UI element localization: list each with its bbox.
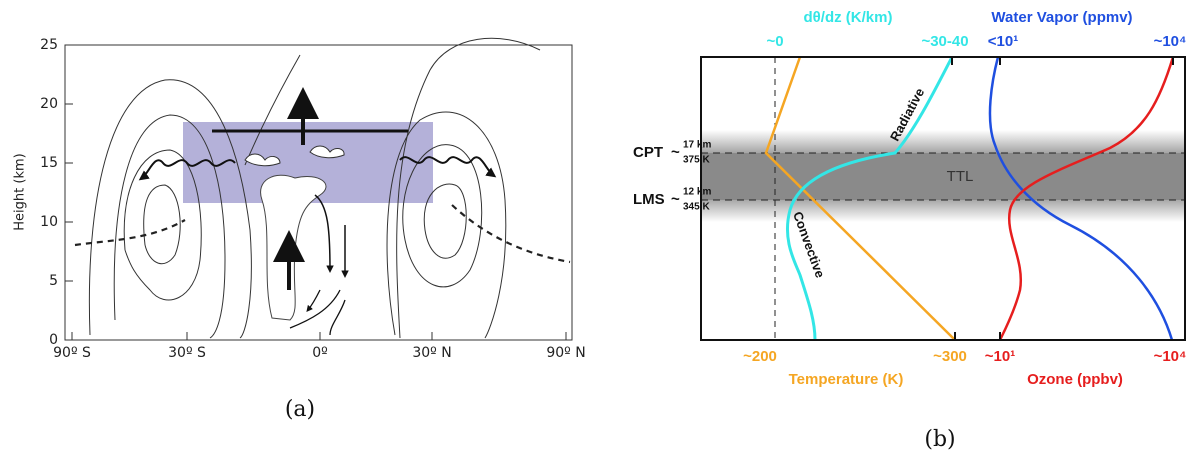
- x-tick-label: 30º N: [412, 345, 451, 361]
- axis-title: Water Vapor (ppmv): [991, 9, 1132, 26]
- plot-frame: [700, 56, 1186, 341]
- y-tick-label: 10: [40, 214, 58, 230]
- layer-label: TTL: [947, 168, 974, 185]
- y-tick-label: 15: [40, 155, 58, 171]
- axis-title: Temperature (K): [789, 371, 904, 388]
- level-height: 17 km: [683, 140, 711, 151]
- y-tick-label: 0: [49, 332, 58, 348]
- tick-label: ~10¹: [985, 348, 1015, 365]
- plot-frame: [64, 44, 573, 341]
- y-tick-label: 25: [40, 37, 58, 53]
- axis-title: Ozone (ppbv): [1027, 371, 1123, 388]
- panel-a: 0 5 10 15 20 25 90º S 30º S 0º 30º N 90º N Height …: [13, 37, 586, 422]
- tick-label: ~200: [743, 348, 777, 365]
- water-vapor-curve: [988, 56, 1174, 341]
- tick-label: ~300: [933, 348, 967, 365]
- ttl-core: [701, 153, 1185, 200]
- temperature-curve: [764, 56, 956, 341]
- y-label: Height (km): [13, 153, 28, 230]
- ozone-curve: [998, 56, 1175, 341]
- wave-right: [399, 156, 497, 178]
- ticks: 0 5 10 15 20 25 90º S 30º S 0º 30º N 90º N: [40, 37, 586, 361]
- tropopause-left: [74, 219, 186, 247]
- tick-label: ~10⁴: [1154, 33, 1187, 50]
- wave-left: [138, 159, 236, 181]
- downdraft: [314, 194, 334, 273]
- level-name: LMS: [633, 191, 665, 208]
- levels: CPT ~17 km 375 K LMS ~12 km 345 K: [633, 140, 711, 213]
- tick-label: ~0: [766, 33, 783, 50]
- y-tick-label: 20: [40, 96, 58, 112]
- x-tick-label: 90º N: [546, 345, 585, 361]
- level-tilde: ~: [671, 191, 680, 208]
- level-tilde: ~: [671, 144, 680, 161]
- level-theta: 345 K: [683, 202, 710, 213]
- tick-label: ~10⁴: [1154, 348, 1187, 365]
- tick-label: <10¹: [988, 33, 1018, 50]
- clouds: [244, 145, 345, 167]
- level-theta: 375 K: [683, 155, 710, 166]
- panel-b: TTL Radiative Convective dθ/dz (K/km) Wa…: [633, 9, 1186, 452]
- caption: (a): [285, 397, 315, 422]
- x-tick-label: 30º S: [168, 345, 206, 361]
- x-tick-label: 90º S: [53, 345, 91, 361]
- contours: [88, 37, 541, 339]
- axis-title: dθ/dz (K/km): [804, 9, 893, 26]
- x-tick-label: 0º: [312, 345, 328, 361]
- level-height: 12 km: [683, 187, 711, 198]
- tropopause-right: [451, 204, 571, 264]
- caption: (b): [924, 427, 955, 452]
- tick-label: ~30-40: [921, 33, 968, 50]
- outflow: [289, 289, 346, 336]
- level-name: CPT: [633, 144, 663, 161]
- dtheta-curve: [785, 56, 954, 341]
- y-tick-label: 5: [49, 273, 58, 289]
